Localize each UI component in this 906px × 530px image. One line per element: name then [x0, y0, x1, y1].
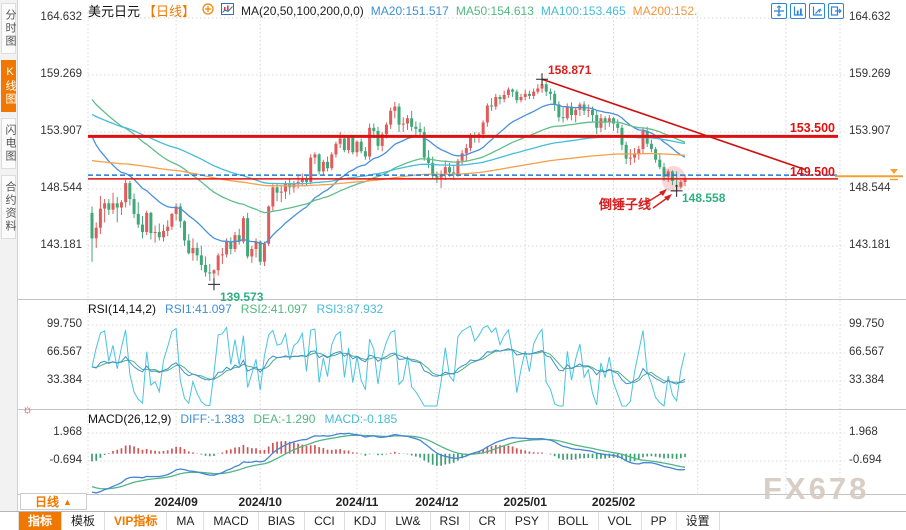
- x-axis: 2024/09 2024/10 2024/11 2024/12 2025/01 2025/…: [0, 495, 906, 511]
- tab-vol[interactable]: VOL: [599, 512, 642, 530]
- tab-indicator[interactable]: 指标: [19, 512, 63, 530]
- macd-title: MACD(26,12,9): [88, 412, 172, 426]
- price-axis-label: 148.544: [40, 182, 82, 194]
- price-axis-label: 164.632: [40, 11, 82, 23]
- tab-cci[interactable]: CCI: [305, 512, 345, 530]
- high-price-annotation: 158.871: [548, 63, 592, 77]
- axis-forward-icon[interactable]: [809, 3, 825, 19]
- macd-axis-label: 1.968: [53, 426, 82, 438]
- rsi2-value: RSI2:41.097: [240, 302, 308, 316]
- rsi-axis-label: 66.567: [46, 346, 82, 358]
- tab-pp[interactable]: PP: [642, 512, 677, 530]
- period-tag: 【日线】: [143, 4, 196, 19]
- alert-line-label-upper[interactable]: 153.500: [789, 121, 835, 135]
- tab-template[interactable]: 模板: [62, 512, 106, 530]
- chart-readout: 美元日元 【日线】 MA(20,50,100,200,0,0) MA20:151.…: [88, 3, 698, 19]
- price-axis-label: 143.181: [849, 239, 891, 251]
- macd-readout: MACD(26,12,9) DIFF:-1.383 DEA:-1.290 MAC…: [88, 412, 397, 426]
- rsi-title: RSI(14,14,2): [88, 302, 157, 316]
- price-axis-label: 143.181: [40, 239, 82, 251]
- tab-ma[interactable]: MA: [167, 512, 205, 530]
- macd-axis-label: -0.694: [49, 454, 82, 466]
- rsi-axis-label: 33.384: [46, 374, 82, 386]
- ma20-readout: MA20:151.517: [370, 3, 449, 18]
- ma50-readout: MA50:154.613: [455, 3, 534, 18]
- tab-psy[interactable]: PSY: [506, 512, 549, 530]
- tab-bias[interactable]: BIAS: [259, 512, 306, 530]
- recent-low-annotation: 148.558: [682, 191, 726, 205]
- tab-cr[interactable]: CR: [470, 512, 506, 530]
- sidebar-item-timeline-chart[interactable]: 分时图: [1, 3, 16, 54]
- popout-window-icon[interactable]: [828, 3, 844, 19]
- price-axis-label: 159.269: [40, 68, 82, 80]
- price-axis-label: 148.544: [849, 182, 891, 194]
- footer-corner-cell: [0, 512, 19, 530]
- tab-lw[interactable]: LW&: [386, 512, 431, 530]
- price-axis-label: 159.269: [849, 68, 891, 80]
- tab-rsi[interactable]: RSI: [431, 512, 470, 530]
- rsi-axis-label: 99.750: [46, 318, 82, 330]
- chevron-up-icon: ▲: [63, 496, 72, 507]
- price-axis-label: 164.632: [849, 11, 891, 23]
- tab-kdj[interactable]: KDJ: [345, 512, 387, 530]
- rsi1-value: RSI1:41.097: [165, 302, 232, 316]
- sidebar-item-flash-chart[interactable]: 闪电图: [1, 118, 16, 169]
- symbol-name: 美元日元: [88, 4, 141, 19]
- rsi-axis-label: 99.750: [849, 318, 885, 330]
- x-axis-label: 2024/11: [335, 495, 379, 509]
- indicator-settings-icon[interactable]: ☼: [22, 402, 33, 416]
- price-axis-label: 153.907: [40, 125, 82, 137]
- footer-tab-bar: 指标 模板 VIP指标 MA MACD BIAS CCI KDJ LW& RSI…: [0, 511, 906, 530]
- ma100-readout: MA100:153.465: [540, 3, 626, 18]
- macd-axis-label: 1.968: [849, 426, 878, 438]
- axis-scale-icon[interactable]: [790, 3, 806, 19]
- low-price-annotation: 139.573: [220, 290, 264, 304]
- x-axis-label: 2025/02: [591, 495, 636, 509]
- mini-chart-icon: [221, 3, 235, 18]
- rsi3-value: RSI3:87.932: [316, 302, 384, 316]
- tab-boll[interactable]: BOLL: [549, 512, 599, 530]
- period-selector-label: 日线: [35, 495, 60, 509]
- tab-settings[interactable]: 设置: [677, 512, 720, 530]
- sidebar-item-contract-info[interactable]: 合约资料: [1, 175, 16, 239]
- x-axis-label: 2025/01: [503, 495, 547, 509]
- macd-axis-label: -0.694: [849, 454, 882, 466]
- sidebar: 分时图 K线图 闪电图 合约资料: [0, 0, 18, 511]
- rsi-axis-label: 33.384: [849, 374, 885, 386]
- tab-vip-indicator[interactable]: VIP指标: [105, 512, 168, 530]
- add-indicator-icon[interactable]: [202, 3, 214, 18]
- alert-line-label-lower[interactable]: 149.500: [789, 165, 835, 179]
- x-axis-label: 2024/10: [238, 495, 282, 509]
- chart-toolbar: [771, 3, 844, 19]
- diff-value: DIFF:-1.383: [180, 412, 245, 426]
- ma200-readout: MA200:152.: [632, 3, 698, 18]
- candle-pattern-annotation: 倒锤子线: [599, 197, 652, 212]
- macd-value: MACD:-0.185: [324, 412, 398, 426]
- price-axis-label: 153.907: [849, 125, 891, 137]
- sidebar-item-kline-chart[interactable]: K线图: [1, 60, 16, 112]
- move-crosshair-icon[interactable]: [771, 3, 787, 19]
- x-axis-label: 2024/12: [415, 495, 459, 509]
- ma-settings-label: MA(20,50,100,200,0,0): [241, 3, 364, 18]
- x-axis-label: 2024/09: [154, 495, 198, 509]
- dea-value: DEA:-1.290: [253, 412, 316, 426]
- rsi-readout: RSI(14,14,2) RSI1:41.097 RSI2:41.097 RSI…: [88, 302, 383, 316]
- rsi-axis-label: 66.567: [849, 346, 885, 358]
- tab-macd[interactable]: MACD: [204, 512, 259, 530]
- period-selector[interactable]: 日线 ▲: [20, 493, 87, 510]
